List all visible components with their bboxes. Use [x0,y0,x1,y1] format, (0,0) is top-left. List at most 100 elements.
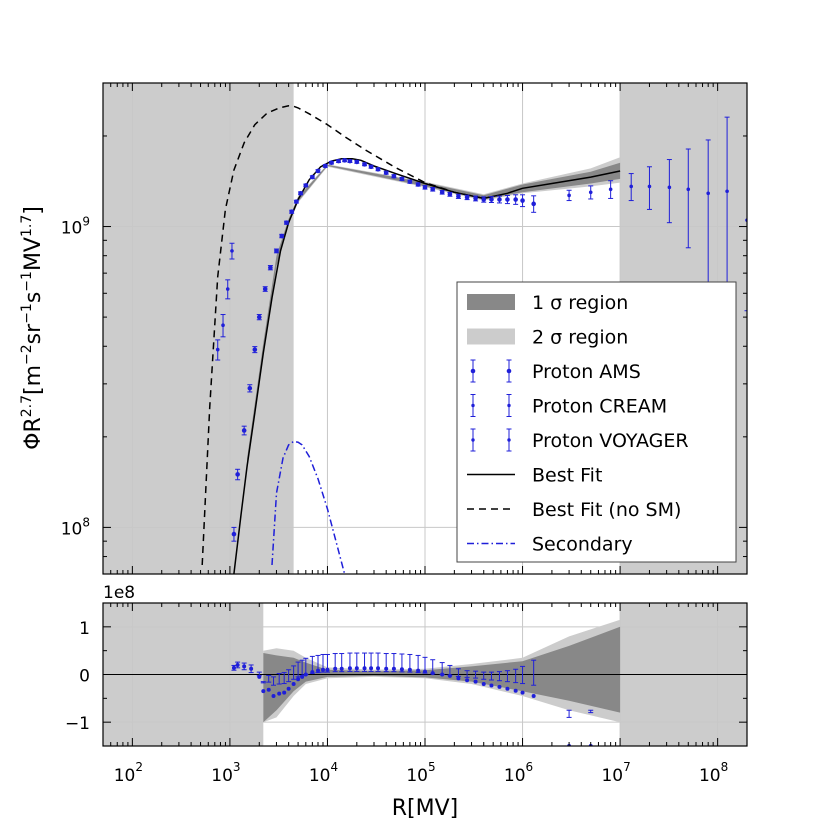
legend-marker [507,438,511,442]
x-tick-label: 105 [406,760,435,786]
proton-ams-point [422,185,428,190]
residual-point [303,672,308,677]
residual-y-tick-label: 1 [79,619,90,639]
proton-cream-point [647,184,652,189]
axis-labels: R[MV] ΦR2.7[m−2sr−1s−1MV1.7] [19,206,458,821]
main-data-layer [201,83,747,574]
proton-ams-point [447,191,453,197]
y-tick-label: 109 [61,215,90,239]
legend-label-secondary: Secondary [532,534,633,556]
proton-cream-point [725,189,729,194]
legend-label-best: Best Fit [532,465,602,487]
proton-ams-point [531,201,536,207]
x-tick-label: 108 [699,760,728,786]
proton-ams-point [362,162,367,167]
proton-ams-point [481,197,487,202]
proton-ams-point [268,265,273,270]
x-tick-label: 106 [504,760,533,786]
legend-swatch-band2 [467,328,515,345]
proton-ams-point [415,182,421,187]
x-tick-label: 102 [114,760,143,786]
x-tick-label: 103 [211,760,240,786]
excluded-range-shade [103,83,294,574]
residual-point [266,687,271,692]
proton-ams-point [262,286,268,292]
residual-point [489,683,494,688]
residual-point [286,686,291,691]
residual-point [296,677,301,682]
residual-point [440,672,445,677]
proton-ams-point [256,314,262,320]
proton-ams-point [303,183,309,188]
residual-point [456,676,461,681]
residual-point [277,691,282,696]
legend-label-band1: 1 σ region [532,292,628,314]
residual-point [391,666,396,671]
proton-ams-point [289,209,295,215]
residual-point [242,664,247,669]
proton-ams-point [322,163,328,169]
residual-point [376,666,381,671]
residual-point [399,667,404,672]
residual-point [316,668,321,673]
residual-point [473,679,478,684]
proton-ams-point [279,233,285,239]
proton-ams-point [464,195,470,200]
proton-ams-point [336,158,341,164]
proton-ams-point [298,190,303,196]
residual-point [423,669,427,674]
residual-point [249,666,254,671]
proton-cream-point [567,193,571,198]
legend-marker [470,368,476,374]
residual-point [416,668,421,673]
proton-ams-point [368,164,374,170]
legend: 1 σ region 2 σ region Proton AMS Proton CRE… [456,281,737,563]
proton-ams-point [247,385,253,391]
residual-point [333,666,338,671]
residual-point [481,682,486,687]
proton-voyager-point [215,347,220,352]
residual-point [505,686,510,691]
proton-ams-point [399,176,405,182]
legend-label-band2: 2 σ region [532,327,628,349]
residual-point [520,690,525,695]
legend-label-voyager: Proton VOYAGER [532,430,689,452]
residual-point [310,670,315,675]
secondary-line [271,440,346,574]
proton-ams-point [473,196,478,201]
proton-ams-point [497,197,502,202]
residual-point [339,666,344,671]
proton-ams-point [342,158,347,163]
proton-ams-point [489,197,494,202]
best-fit-no-sm-line [201,105,484,566]
residual-point [497,684,502,689]
residual-point [430,671,435,676]
residual-point [347,666,352,671]
residual-point [447,673,452,678]
residual-point [465,678,470,683]
x-tick-label: 104 [309,760,338,786]
proton-ams-point [354,159,360,165]
legend-swatch-band1 [467,294,515,310]
proton-ams-point [235,472,240,477]
proton-ams-point [391,173,397,179]
proton-ams-point [513,197,518,202]
proton-cream-point [588,190,593,195]
residual-point [325,667,330,672]
proton-cream-point [706,191,710,196]
residual-point [369,666,374,671]
proton-ams-point [505,197,510,202]
residual-point [354,666,359,671]
residual-point [513,688,518,693]
proton-ams-point [241,428,247,433]
proton-ams-point [284,220,289,225]
residual-panel: 1 0 −1 1e8 102 103 104 105 106 107 108 [65,583,748,786]
residual-y-tick-label: 0 [79,667,90,687]
offset-label: 1e8 [103,583,135,603]
x-tick-label: 107 [601,760,630,786]
proton-voyager-point [225,287,230,291]
legend-label-nosm: Best Fit (no SM) [532,499,681,521]
residual-point [235,662,240,667]
residual-point [291,682,296,687]
